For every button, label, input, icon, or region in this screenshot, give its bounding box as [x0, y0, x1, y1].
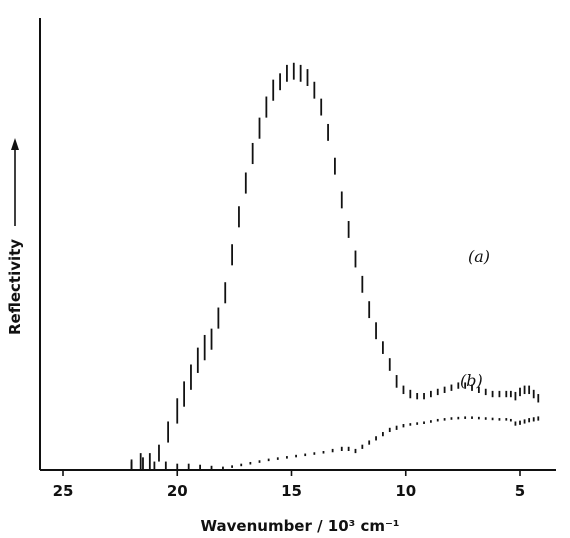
x-tick-label: 25	[53, 482, 74, 500]
series-a-label: (a)	[468, 247, 490, 266]
x-tick-label: 5	[515, 482, 525, 500]
y-axis-arrow-head	[11, 138, 19, 150]
axes	[39, 18, 556, 471]
x-ticks: 25 20 15 10 5	[53, 470, 525, 500]
series-b-label: (b)	[460, 371, 483, 390]
x-tick-label: 20	[167, 482, 188, 500]
y-axis-title-group: Reflectivity	[6, 138, 24, 335]
x-axis-title: Wavenumber / 10³ cm⁻¹	[201, 517, 400, 535]
y-axis-title: Reflectivity	[6, 239, 24, 335]
x-tick-label: 15	[281, 482, 302, 500]
x-tick-label: 10	[395, 482, 416, 500]
series-a-points	[130, 62, 540, 470]
series-b-points	[130, 416, 540, 470]
